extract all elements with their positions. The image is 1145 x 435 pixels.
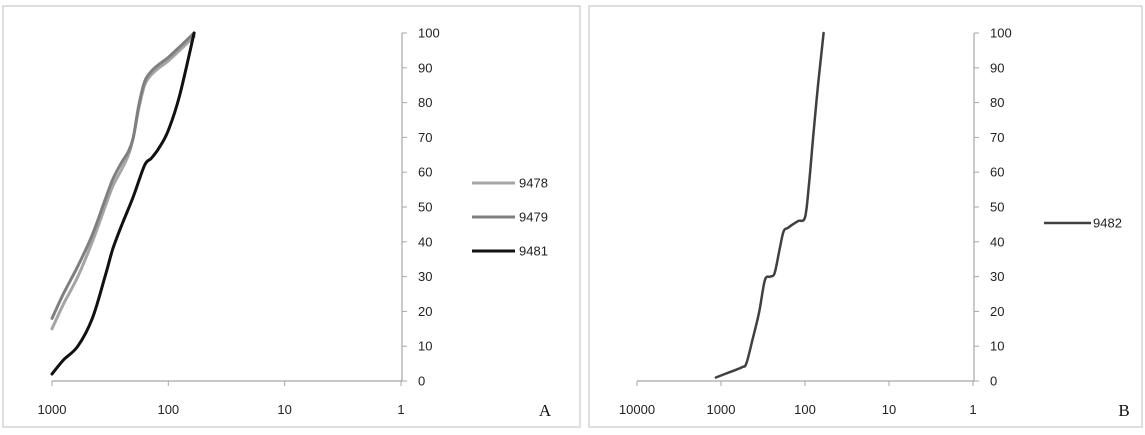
legend-label-9479: 9479: [519, 210, 548, 225]
y-tick-label-b: 20: [990, 304, 1004, 319]
panel-label-a: A: [539, 401, 552, 420]
legend-label-9481: 9481: [519, 244, 548, 259]
panel-a-border: [2, 5, 581, 428]
series-line-9479: [50, 31, 196, 320]
y-tick-label-a: 60: [418, 165, 432, 180]
y-tick-label-a: 0: [418, 374, 425, 389]
x-tick-label-b: 10000: [619, 402, 655, 417]
y-tick-label-b: 80: [990, 95, 1004, 110]
series-line-9481: [50, 31, 196, 376]
panel-label-b: B: [1118, 401, 1129, 420]
y-tick-label-b: 50: [990, 200, 1004, 215]
panel-b-border: [588, 5, 1143, 428]
x-tick-label-a: 1: [397, 402, 404, 417]
y-tick-label-b: 100: [990, 26, 1012, 41]
x-tick-label-a: 1000: [38, 402, 67, 417]
series-line-9478: [50, 35, 196, 331]
series-line-9482: [714, 31, 825, 379]
y-tick-label-b: 40: [990, 234, 1004, 249]
y-tick-label-a: 80: [418, 95, 432, 110]
legend-label-9482: 9482: [1093, 216, 1122, 231]
chart-panel-a: 0 10 20 30 40 50 60 70 80 90 100 1000 100 10 1 9478 9479…: [38, 26, 552, 421]
x-tick-label-b: 1000: [707, 402, 736, 417]
y-tick-label-a: 10: [418, 339, 432, 354]
y-tick-label-a: 30: [418, 269, 432, 284]
x-tick-label-b: 1: [969, 402, 976, 417]
y-tick-label-a: 90: [418, 60, 432, 75]
y-tick-label-b: 30: [990, 269, 1004, 284]
y-tick-label-b: 10: [990, 339, 1004, 354]
x-tick-label-b: 10: [882, 402, 896, 417]
y-tick-label-b: 60: [990, 165, 1004, 180]
x-tick-label-b: 100: [794, 402, 816, 417]
x-tick-label-a: 10: [277, 402, 291, 417]
y-tick-label-b: 90: [990, 60, 1004, 75]
legend-label-9478: 9478: [519, 176, 548, 191]
chart-panel-b: 0 10 20 30 40 50 60 70 80 90 100 10000 1000 100 10 1 948…: [619, 26, 1130, 421]
x-tick-label-a: 100: [157, 402, 179, 417]
y-tick-label-a: 40: [418, 234, 432, 249]
y-tick-label-a: 50: [418, 200, 432, 215]
y-tick-label-a: 20: [418, 304, 432, 319]
y-tick-label-b: 70: [990, 130, 1004, 145]
y-tick-label-a: 100: [418, 26, 440, 41]
y-tick-label-b: 0: [990, 374, 997, 389]
y-tick-label-a: 70: [418, 130, 432, 145]
